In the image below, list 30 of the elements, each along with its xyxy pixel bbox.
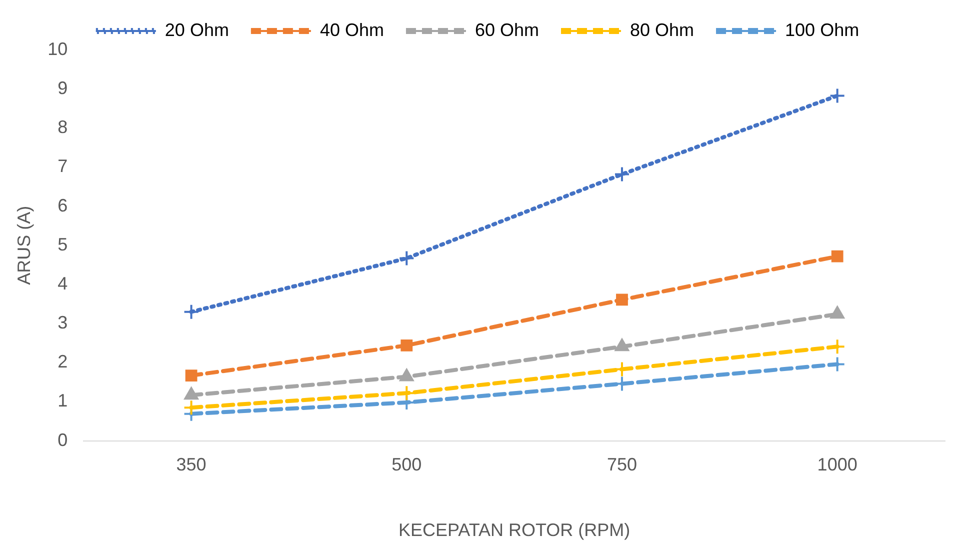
y-tick-label: 5: [58, 234, 68, 254]
y-tick-label: 6: [58, 195, 68, 216]
y-tick-label: 2: [58, 352, 68, 372]
legend-label: 80 Ohm: [630, 20, 694, 40]
legend-label: 40 Ohm: [320, 20, 384, 40]
point: [183, 304, 200, 320]
point: [614, 166, 630, 182]
legend-label: 60 Ohm: [474, 20, 540, 40]
y-tick-label: 3: [58, 312, 68, 333]
point: [398, 250, 415, 266]
y-axis-title: ARUS (A): [14, 206, 34, 285]
x-tick-label: 1000: [817, 454, 858, 475]
y-tick-label: 0: [58, 430, 68, 450]
y-tick-label: 4: [58, 273, 68, 294]
point: [400, 339, 413, 352]
x-tick-label: 500: [392, 454, 422, 475]
x-tick-label: 750: [606, 454, 638, 475]
point: [831, 250, 844, 262]
point: [829, 88, 846, 104]
legend-label: 20 Ohm: [164, 20, 229, 40]
y-tick-label: 9: [58, 78, 68, 98]
y-tick-label: 10: [48, 38, 68, 59]
point: [616, 294, 628, 306]
point: [185, 370, 198, 382]
x-tick-label: 350: [176, 454, 206, 475]
y-tick-label: 1: [58, 390, 68, 411]
y-tick-label: 7: [58, 156, 68, 176]
x-axis-title: KECEPATAN ROTOR (RPM): [398, 520, 630, 540]
y-tick-label: 8: [58, 117, 68, 138]
legend-label: 100 Ohm: [785, 20, 860, 40]
